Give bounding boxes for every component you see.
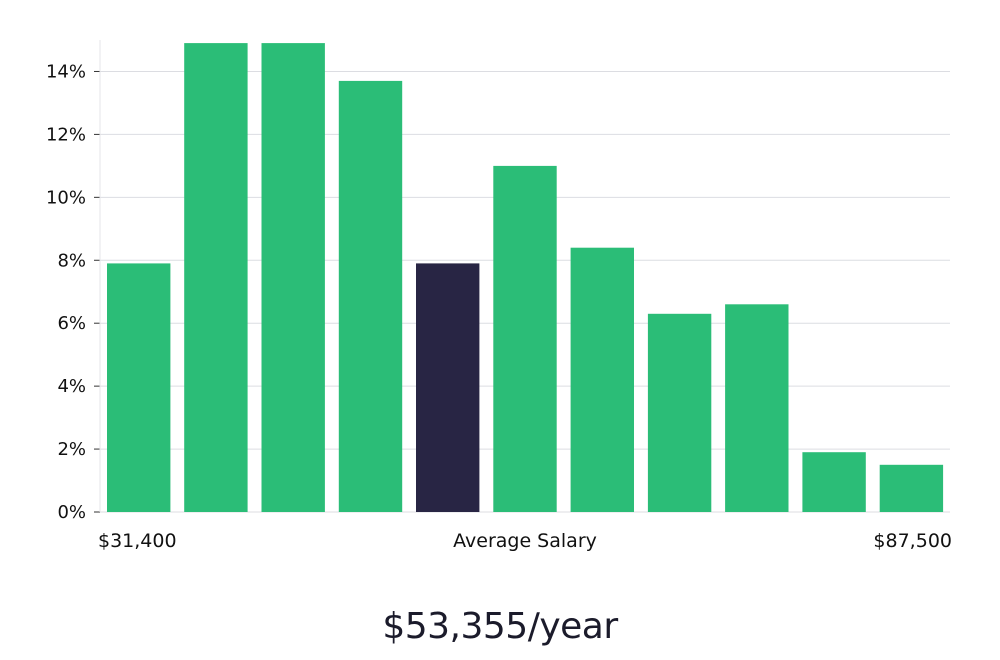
bar bbox=[570, 247, 634, 512]
average-salary-value: $53,355/year bbox=[382, 606, 618, 647]
y-tick-label: 14% bbox=[46, 61, 86, 82]
bar bbox=[338, 80, 403, 513]
bar bbox=[261, 43, 325, 512]
bar bbox=[184, 43, 248, 512]
bar bbox=[802, 452, 866, 512]
bar-average-salary bbox=[416, 263, 480, 512]
salary-histogram-chart: 0% 2% 4% 6% 8% 10% 12% 14% $31,400 Average Sala… bbox=[46, 40, 952, 552]
y-tick-label: 6% bbox=[57, 313, 86, 334]
x-axis-min-label: $31,400 bbox=[98, 530, 177, 552]
bar bbox=[107, 263, 171, 512]
bar bbox=[725, 304, 789, 512]
bar bbox=[879, 464, 944, 512]
y-tick-label: 10% bbox=[46, 187, 86, 208]
y-tick-label: 0% bbox=[57, 502, 86, 523]
bar bbox=[647, 313, 712, 512]
bars bbox=[107, 43, 944, 513]
x-axis-title: Average Salary bbox=[453, 530, 597, 552]
y-tick-label: 4% bbox=[57, 376, 86, 397]
bar bbox=[493, 165, 557, 512]
y-tick-label: 12% bbox=[46, 124, 86, 145]
y-tick-label: 2% bbox=[57, 439, 86, 460]
y-tick-label: 8% bbox=[57, 250, 86, 271]
y-axis-ticks: 0% 2% 4% 6% 8% 10% 12% 14% bbox=[46, 61, 100, 523]
x-axis-max-label: $87,500 bbox=[873, 530, 952, 552]
